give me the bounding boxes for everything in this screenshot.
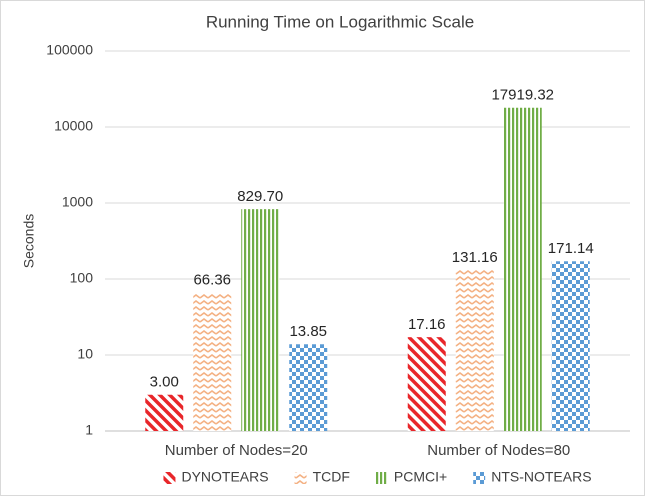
data-label: 829.70 [237,188,283,205]
y-tick-label: 10 [77,346,93,362]
legend-swatch [375,472,388,484]
data-label: 13.85 [289,323,327,340]
bar [551,261,590,431]
data-label: 17.16 [408,316,446,333]
bar [145,394,184,431]
y-tick-label: 1000 [62,194,93,210]
data-label: 66.36 [193,272,231,289]
bar [503,107,542,432]
x-tick-label: Number of Nodes=80 [427,442,570,459]
bar [407,337,446,431]
y-tick-label: 100 [70,270,94,286]
legend-label: TCDF [313,469,350,485]
legend-label: NTS-NOTEARS [491,469,591,485]
legend-swatch [294,472,307,484]
bar [193,292,232,431]
bar [289,344,328,431]
data-label: 3.00 [150,374,179,391]
chart-title: Running Time on Logarithmic Scale [206,12,474,31]
y-tick-label: 100000 [46,42,93,58]
legend-label: PCMCI+ [394,469,447,485]
data-label: 131.16 [452,249,498,266]
y-tick-label: 1 [85,422,93,438]
y-tick-label: 10000 [54,118,93,134]
data-label: 171.14 [548,240,594,257]
legend-swatch [163,472,176,484]
data-label: 17919.32 [491,87,554,104]
x-tick-label: Number of Nodes=20 [165,442,308,459]
legend-label: DYNOTEARS [181,469,268,485]
bar [241,209,280,431]
y-axis-title: Seconds [21,214,37,268]
bar [455,270,494,431]
legend-swatch [473,472,486,484]
